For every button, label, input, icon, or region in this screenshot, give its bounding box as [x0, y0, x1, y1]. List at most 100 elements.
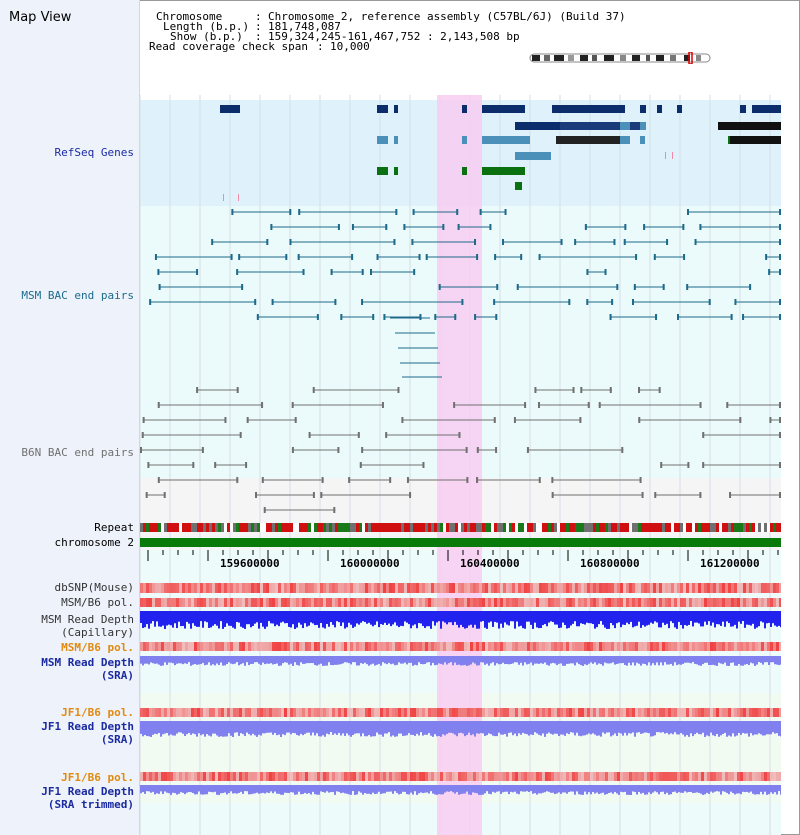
jf1-depth-sra-bar	[564, 721, 566, 736]
repeat-feature	[743, 523, 746, 532]
jf1-pol-heat-cell	[719, 708, 722, 717]
msm-pol-sra-heat-cell	[329, 642, 332, 651]
jf1-depth-trimmed-bar	[200, 785, 202, 795]
track-label-b6n-bac[interactable]: B6N BAC end pairs	[21, 446, 134, 459]
repeat-feature	[383, 523, 386, 532]
track-label-jf1-pol-trimmed[interactable]: JF1/B6 pol.	[61, 771, 134, 784]
msm-pol-capillary-heat-cell	[314, 598, 317, 607]
msm-pol-capillary-heat-cell	[560, 598, 563, 607]
msm-bac-pair-end	[412, 209, 415, 215]
jf1-depth-sra-bar	[190, 721, 192, 735]
jf1-pol-trimmed-heat-cell	[155, 772, 158, 781]
jf1-depth-sra-bar	[668, 721, 670, 735]
repeat-feature	[197, 523, 200, 532]
msm-pol-sra-heat-cell	[374, 642, 377, 651]
repeat-feature	[254, 523, 257, 532]
jf1-pol-heat-cell	[659, 708, 662, 717]
show-value: 159,324,245-161,467,752 : 2,143,508 bp	[268, 30, 520, 43]
msm-depth-capillary-bar	[398, 611, 400, 628]
track-label-jf1-depth-trimmed[interactable]: JF1 Read Depth	[41, 785, 134, 798]
msm-bac-pair-end	[616, 284, 619, 290]
msm-depth-capillary-bar	[312, 611, 314, 624]
msm-depth-capillary-bar	[164, 611, 166, 629]
jf1-depth-sra-bar	[624, 721, 626, 733]
msm-pol-capillary-heat-cell	[182, 598, 185, 607]
msm-depth-capillary-bar	[354, 611, 356, 627]
track-label-jf1-depth[interactable]: JF1 Read Depth	[41, 720, 134, 733]
msm-depth-capillary-bar	[560, 611, 562, 628]
jf1-pol-heat-cell	[251, 708, 254, 717]
msm-pol-sra-heat-cell	[305, 642, 308, 651]
msm-pol-sra-heat-cell	[413, 642, 416, 651]
jf1-pol-heat-cell	[152, 708, 155, 717]
msm-depth-sra-bar	[580, 656, 582, 666]
track-label-repeat[interactable]: Repeat	[94, 521, 134, 534]
msm-depth-capillary-bar	[772, 611, 774, 624]
jf1-depth-sra-bar	[444, 721, 446, 736]
msm-pol-sra-heat-cell	[437, 642, 440, 651]
msm-depth-capillary-bar	[276, 611, 278, 625]
track-label-msm-depth-sra[interactable]: MSM Read Depth	[41, 656, 134, 669]
jf1-depth-sra-bar	[176, 721, 178, 734]
msm-pol-capillary-heat-cell	[179, 598, 182, 607]
dbsnp-heat-cell	[704, 583, 707, 593]
msm-depth-sra-bar	[364, 656, 366, 663]
dbsnp-heat-cell	[557, 583, 560, 593]
repeat-feature	[236, 523, 239, 532]
dbsnp-heat-cell	[449, 583, 452, 593]
msm-bac-pair-end	[334, 299, 337, 305]
msm-depth-capillary-bar	[374, 611, 376, 625]
jf1-pol-trimmed-heat-cell	[698, 772, 701, 781]
dbsnp-heat-cell	[668, 583, 671, 593]
msm-depth-capillary-bar	[330, 611, 332, 623]
msm-pol-sra-heat-cell	[761, 642, 764, 651]
genome-track-canvas[interactable]	[140, 95, 781, 835]
msm-depth-sra-bar	[226, 656, 228, 665]
repeat-feature	[641, 523, 644, 532]
jf1-depth-sra-bar	[472, 721, 474, 735]
track-label-msm-pol-capillary[interactable]: MSM/B6 pol.	[61, 596, 134, 609]
msm-pol-capillary-heat-cell	[377, 598, 380, 607]
chromosome-value: Chromosome 2, reference assembly (C57BL/…	[268, 10, 626, 23]
track-label-msm-depth-capillary[interactable]: MSM Read Depth	[41, 613, 134, 626]
msm-pol-sra-heat-cell	[284, 642, 287, 651]
jf1-depth-trimmed-bar	[198, 785, 200, 792]
repeat-feature	[203, 523, 206, 532]
jf1-depth-sra-bar	[274, 721, 276, 733]
track-label-refseq-genes[interactable]: RefSeq Genes	[54, 146, 134, 159]
jf1-depth-sra-bar	[266, 721, 268, 733]
jf1-depth-sra-bar	[294, 721, 296, 734]
track-label-msm-pol-sra[interactable]: MSM/B6 pol.	[61, 641, 134, 654]
msm-depth-capillary-bar	[384, 611, 386, 623]
msm-pol-sra-heat-cell	[443, 642, 446, 651]
jf1-depth-sra-bar	[336, 721, 338, 735]
track-label-jf1-pol[interactable]: JF1/B6 pol.	[61, 706, 134, 719]
refseq-gene	[377, 167, 388, 175]
track-label-msm-bac[interactable]: MSM BAC end pairs	[21, 289, 134, 302]
jf1-depth-trimmed-bar	[398, 785, 400, 795]
track-label-chromosome[interactable]: chromosome 2	[54, 536, 134, 549]
chromosome-ideogram[interactable]	[528, 52, 714, 64]
msm-depth-capillary-bar	[462, 611, 464, 628]
jf1-depth-trimmed-bar	[698, 785, 700, 793]
jf1-depth-sra-bar	[482, 721, 484, 734]
jf1-depth-trimmed-bar	[272, 785, 274, 794]
dbsnp-heat-cell	[554, 583, 557, 593]
msm-depth-capillary-bar	[320, 611, 322, 623]
msm-depth-capillary-bar	[624, 611, 626, 625]
msm-depth-capillary-bar	[150, 611, 152, 624]
repeat-feature	[413, 523, 416, 532]
msm-bac-pair-end	[655, 314, 658, 320]
jf1-depth-sra-bar	[220, 721, 222, 737]
jf1-depth-trimmed-bar	[768, 785, 770, 795]
b6n-bac-pair-end	[381, 402, 384, 408]
track-label-dbsnp[interactable]: dbSNP(Mouse)	[54, 581, 134, 594]
jf1-pol-trimmed-heat-cell	[359, 772, 362, 781]
jf1-pol-trimmed-heat-cell	[563, 772, 566, 781]
msm-depth-sra-bar	[300, 656, 302, 663]
msm-pol-sra-heat-cell	[371, 642, 374, 651]
jf1-pol-trimmed-heat-cell	[593, 772, 596, 781]
jf1-depth-trimmed-bar	[142, 785, 144, 793]
jf1-depth-sra-bar	[272, 721, 274, 735]
jf1-pol-trimmed-heat-cell	[764, 772, 767, 781]
